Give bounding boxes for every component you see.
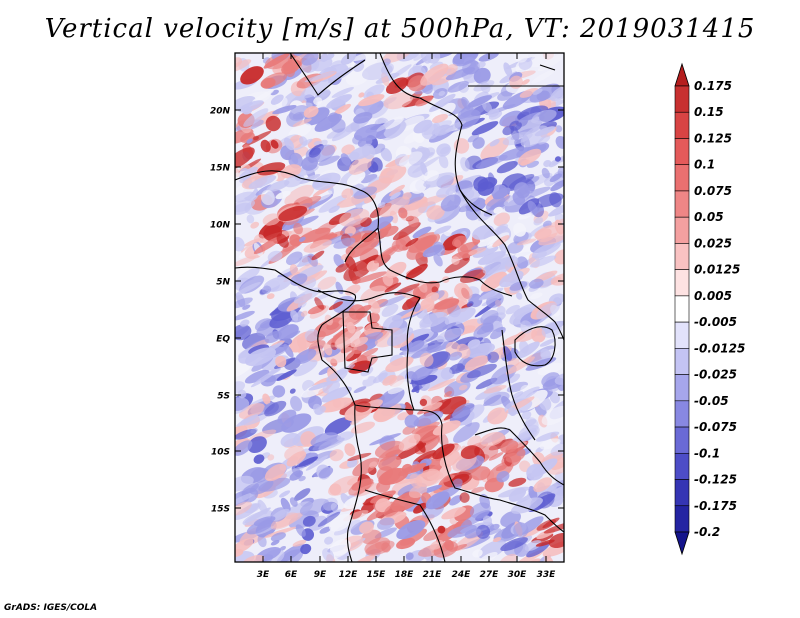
colorbar-segment [674, 190, 690, 218]
colorbar-label: 0.075 [694, 184, 732, 198]
colorbar-segment [674, 269, 690, 297]
colorbar-label: 0.005 [694, 289, 732, 303]
colorbar-segment [674, 85, 690, 113]
lon-label: 27E [480, 570, 500, 580]
gabon-congo-borders [342, 311, 393, 373]
colorbar-label: -0.2 [694, 525, 720, 539]
lat-label: 15N [210, 164, 231, 174]
lat-label: 5N [216, 278, 230, 288]
colorbar-label: -0.0125 [694, 341, 745, 355]
map-frame [234, 52, 565, 563]
colorbar-label: -0.175 [694, 499, 737, 513]
colorbar-segment [674, 138, 690, 166]
lake-victoria [514, 326, 556, 367]
country-borders [235, 53, 564, 562]
colorbar-segment [674, 452, 690, 480]
colorbar-top-arrow [674, 62, 690, 87]
colorbar-segment [674, 426, 690, 454]
map-axes: 20N 15N 10N 5N EQ 5S 10S 15S 3E 6E 9E 12E 15E 18E 21E 2… [210, 53, 564, 580]
lon-label: 6E [285, 570, 298, 580]
colorbar-segment [674, 111, 690, 139]
colorbar-label: 0.175 [694, 79, 732, 93]
colorbar-bottom-arrow [674, 531, 690, 556]
colorbar-label: -0.125 [694, 473, 737, 487]
grads-credit: GrADS: IGES/COLA [4, 603, 98, 613]
lat-label: 5S [217, 392, 230, 402]
colorbar-segment [674, 374, 690, 402]
colorbar-label: -0.005 [694, 315, 737, 329]
colorbar-segment [674, 400, 690, 428]
lon-label: 24E [452, 570, 472, 580]
colorbar-label: 0.15 [694, 105, 724, 119]
colorbar-segment [674, 479, 690, 507]
colorbar-segment [674, 216, 690, 244]
rift-lakes [501, 329, 536, 441]
colorbar-label: 0.1 [694, 158, 715, 172]
lon-label: 21E [423, 570, 443, 580]
lon-label: 15E [367, 570, 387, 580]
colorbar-segment [674, 295, 690, 323]
lon-label: 3E [257, 570, 270, 580]
colorbar-label: -0.05 [694, 394, 729, 408]
chart-title: Vertical velocity [m/s] at 500hPa, VT: 2… [44, 14, 756, 44]
lon-label: 33E [537, 570, 557, 580]
colorbar-segment [674, 505, 690, 533]
colorbar-segment [674, 243, 690, 270]
colorbar-label: -0.075 [694, 420, 737, 434]
lat-label: 10S [211, 448, 230, 458]
colorbar-segment [674, 164, 690, 192]
lat-label: 20N [210, 107, 231, 117]
colorbar-label: 0.025 [694, 236, 732, 250]
lat-label: EQ [216, 335, 230, 345]
colorbar-label: -0.025 [694, 368, 737, 382]
colorbar-label: 0.125 [694, 132, 732, 146]
colorbar-segment [674, 321, 690, 349]
west-coastline [235, 266, 362, 562]
lon-label: 18E [395, 570, 415, 580]
colorbar-label: 0.0125 [694, 263, 740, 277]
colorbar-label: -0.1 [694, 446, 720, 460]
lon-label: 12E [339, 570, 359, 580]
colorbar: 0.175 0.15 0.125 0.1 0.075 0.05 0.025 0.0125 0.0… [674, 62, 745, 556]
lon-label: 9E [314, 570, 327, 580]
lat-label: 15S [211, 505, 230, 515]
colorbar-segment [674, 348, 690, 375]
lon-label: 30E [508, 570, 528, 580]
lat-label: 10N [210, 221, 231, 231]
colorbar-label: 0.05 [694, 210, 724, 224]
